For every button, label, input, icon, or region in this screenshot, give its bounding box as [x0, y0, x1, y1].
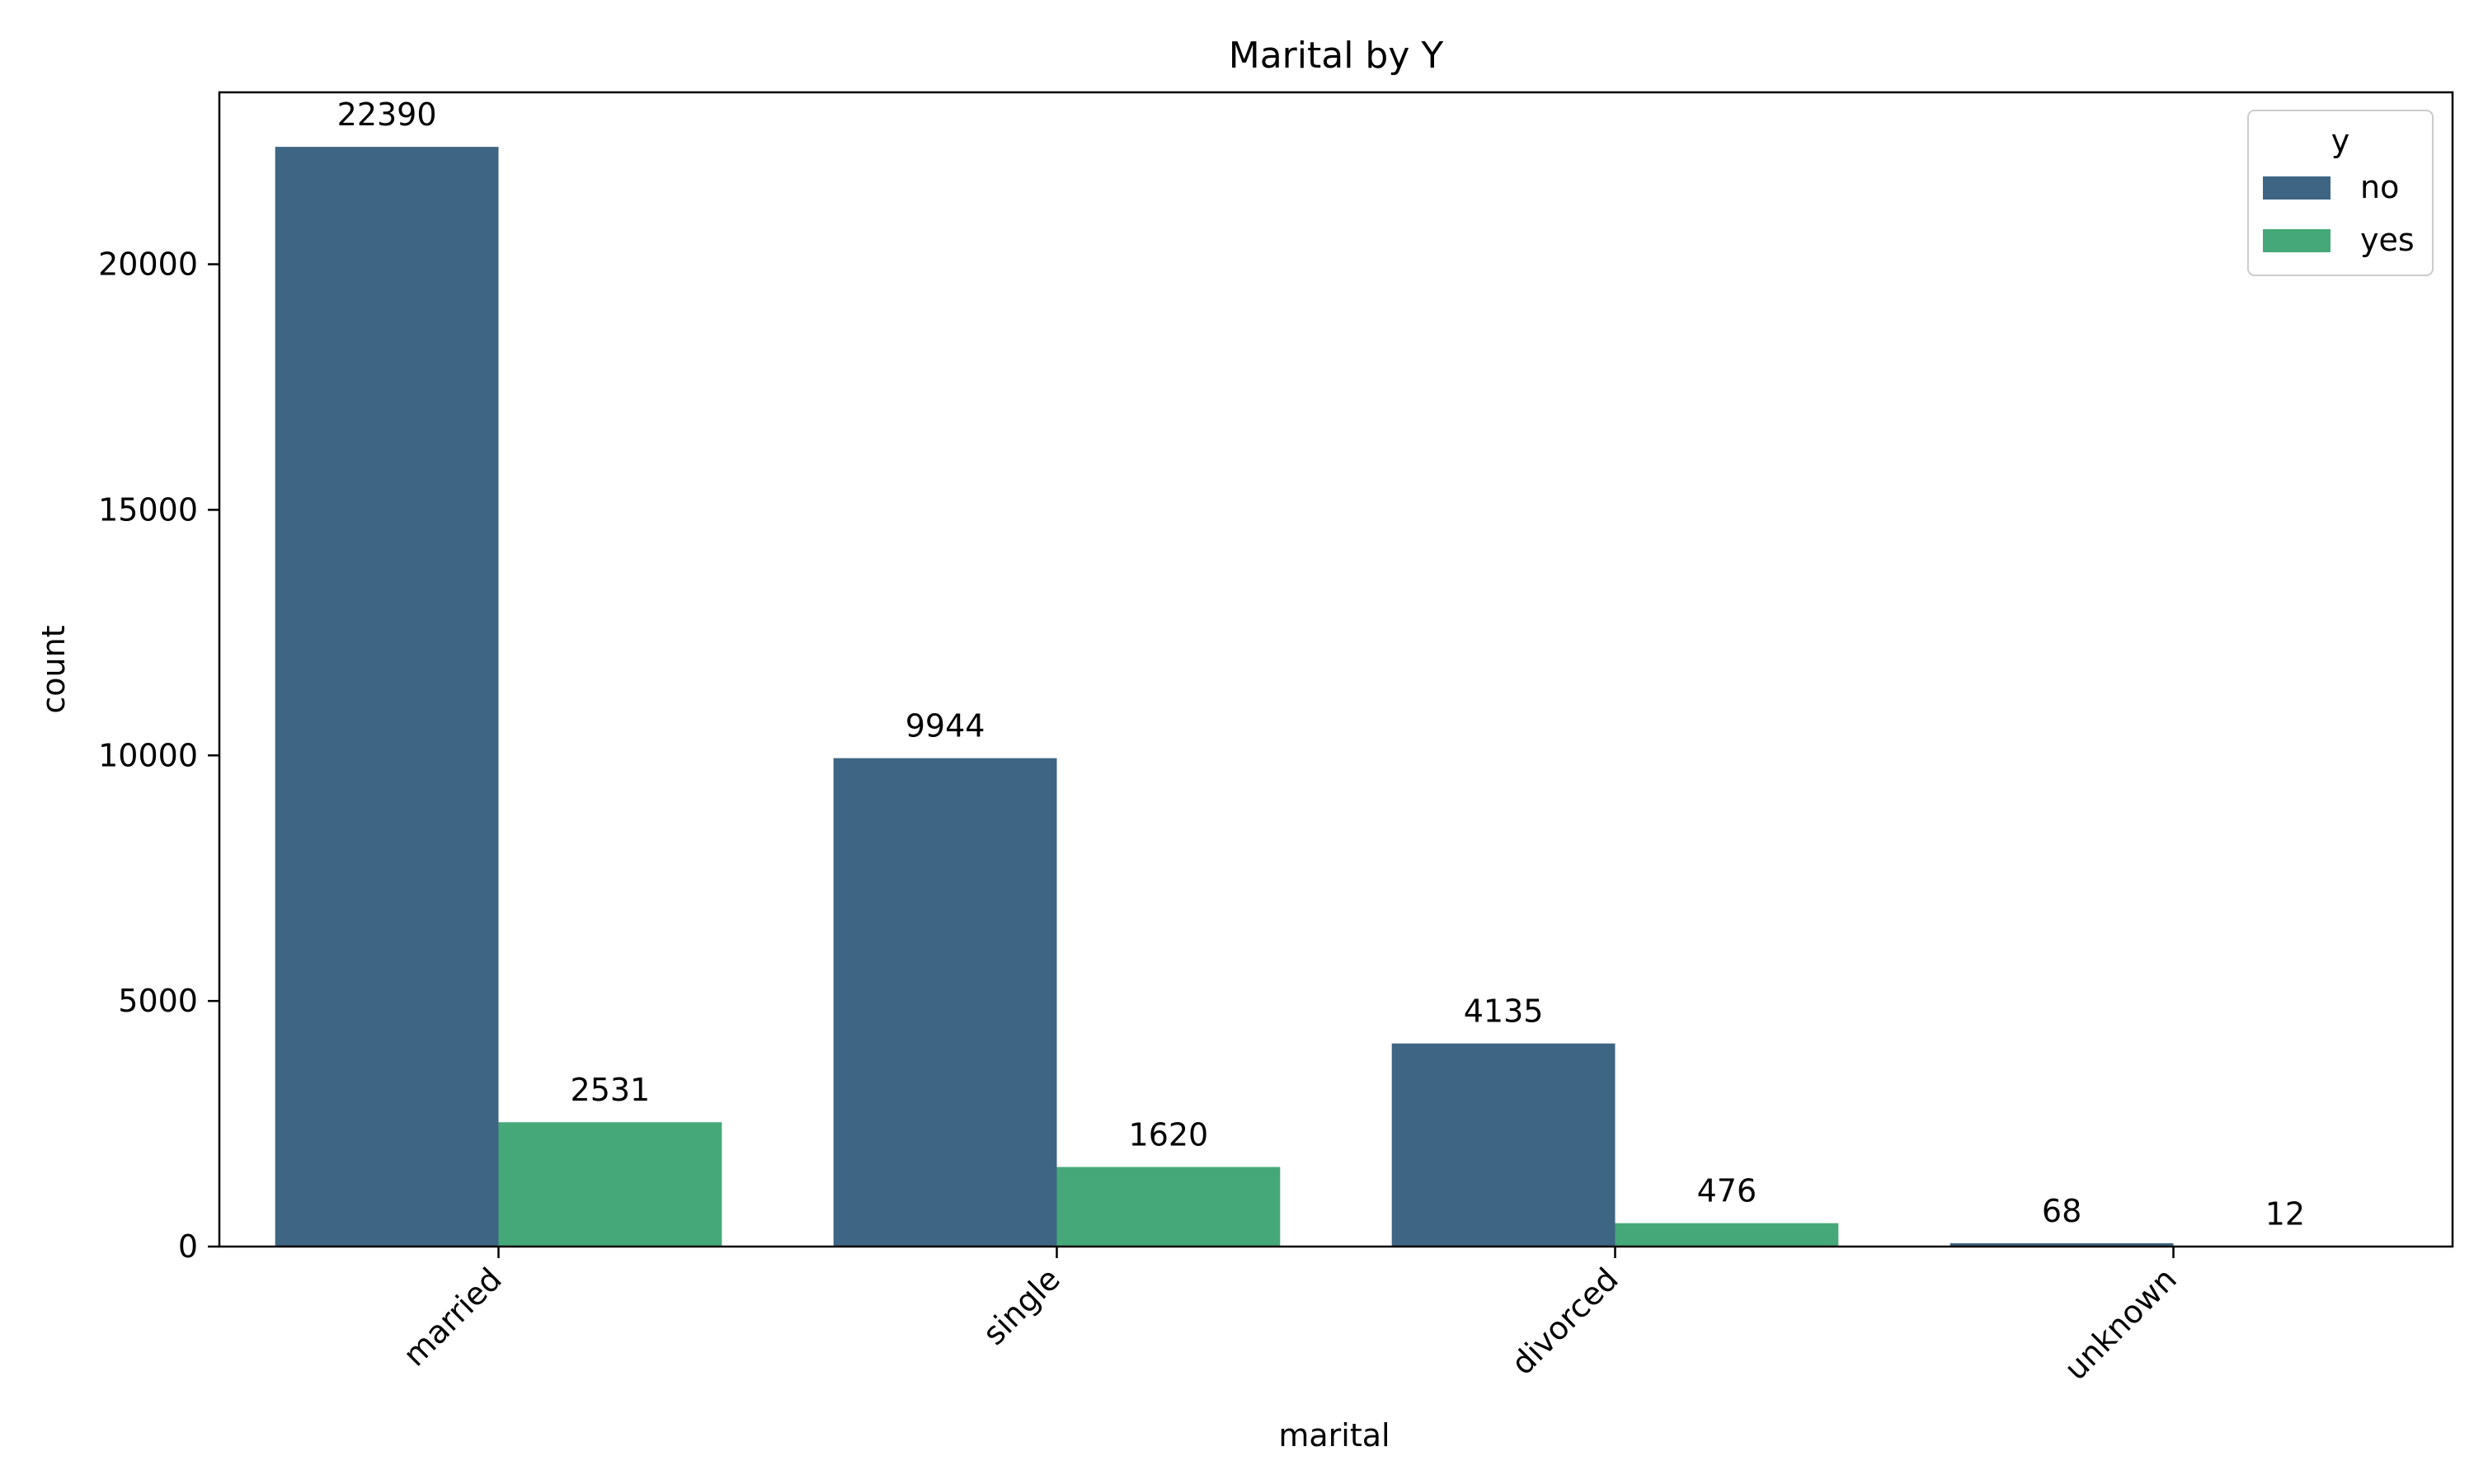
bar-value-label: 12 — [2265, 1195, 2305, 1232]
legend-items: no yes — [2263, 169, 2415, 258]
x-tick-label: married — [396, 1261, 508, 1373]
x-tick-label: single — [976, 1261, 1067, 1352]
y-tick-label: 20000 — [98, 247, 198, 283]
y-tick-label: 15000 — [98, 491, 198, 528]
bar-no-single — [833, 758, 1057, 1247]
legend-label-yes: yes — [2360, 222, 2415, 258]
y-tick-label: 10000 — [98, 737, 198, 773]
bar-value-label: 4135 — [1464, 993, 1544, 1030]
plot-frame — [218, 91, 2454, 1248]
chart-title: Marital by Y — [1229, 35, 1444, 77]
y-axis: 0 5000 10000 15000 20000 — [98, 247, 219, 1265]
bar-yes-married — [498, 1122, 722, 1247]
bar-labels: 22390 2531 9944 1620 4135 476 68 12 — [337, 96, 2305, 1232]
y-tick-label: 5000 — [118, 983, 198, 1019]
legend-swatch-no — [2263, 176, 2331, 200]
bar-no-unknown — [1950, 1242, 2174, 1247]
y-axis-label: count — [35, 625, 72, 713]
bar-yes-divorced — [1615, 1223, 1839, 1247]
legend-label-no: no — [2360, 169, 2399, 205]
bar-yes-single — [1056, 1167, 1281, 1247]
x-axis-label: marital — [1278, 1417, 1390, 1453]
legend: y no yes — [2247, 110, 2434, 276]
x-axis: married single divorced unknown — [396, 1247, 2184, 1387]
bar-value-label: 1620 — [1129, 1116, 1209, 1153]
bar-value-label: 9944 — [905, 708, 985, 744]
bar-value-label: 68 — [2042, 1193, 2081, 1229]
y-tick-label: 0 — [178, 1228, 198, 1265]
x-tick-label: divorced — [1504, 1261, 1625, 1382]
bar-value-label: 2531 — [571, 1072, 651, 1108]
bar-no-divorced — [1391, 1043, 1616, 1247]
bar-value-label: 476 — [1697, 1173, 1757, 1209]
x-tick-label: unknown — [2058, 1261, 2184, 1387]
legend-title: y — [2331, 123, 2350, 159]
bar-value-label: 22390 — [337, 96, 437, 133]
bar-no-married — [275, 147, 499, 1247]
plot-area: 0 5000 10000 15000 20000 married single divorc… — [98, 91, 2454, 1387]
bars — [275, 147, 2397, 1247]
legend-swatch-yes — [2263, 229, 2331, 252]
